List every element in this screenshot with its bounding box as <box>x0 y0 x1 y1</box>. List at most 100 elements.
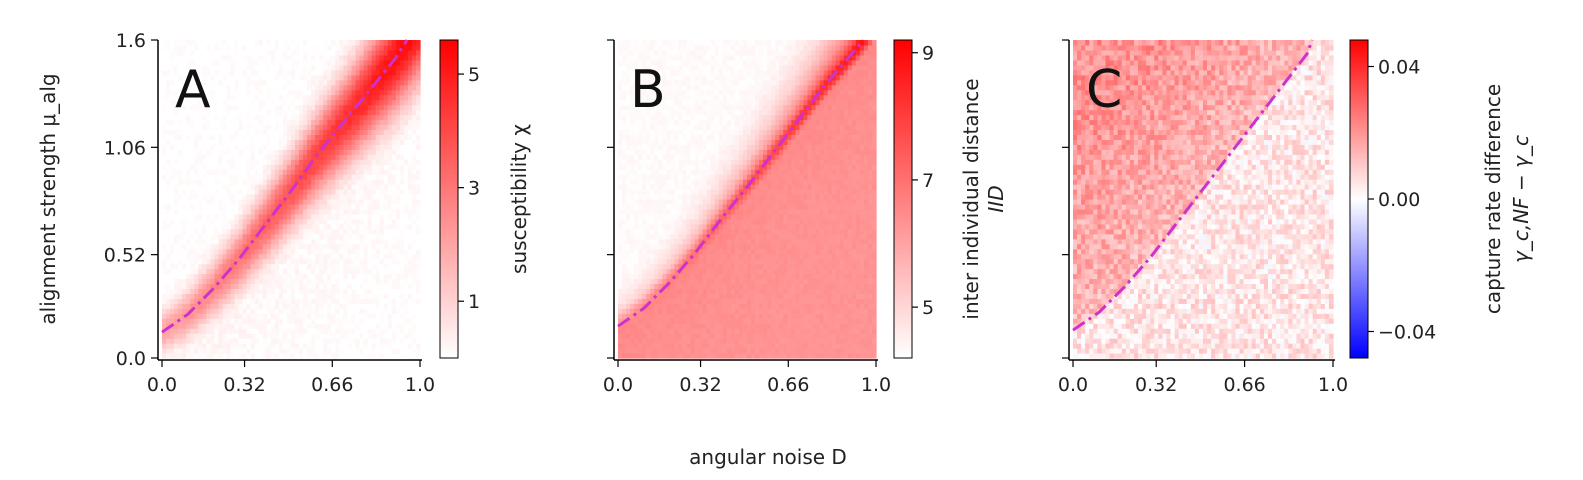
heatmap-cell <box>210 40 216 46</box>
heatmap-cell <box>642 213 647 220</box>
heatmap-cell <box>658 169 663 175</box>
heatmap-cell <box>190 69 195 76</box>
heatmap-cell <box>415 134 421 140</box>
heatmap-cell <box>214 348 220 354</box>
heatmap-cell <box>262 218 268 225</box>
heatmap-cell <box>270 64 276 71</box>
heatmap-cell <box>618 184 623 190</box>
heatmap-cell <box>170 109 175 116</box>
heatmap-cell <box>654 104 659 111</box>
heatmap-cell <box>238 164 244 170</box>
heatmap-cell <box>323 293 328 299</box>
heatmap-cell <box>630 164 635 170</box>
heatmap-cell <box>395 248 401 255</box>
heatmap-cell <box>198 228 203 235</box>
heatmap-cell <box>359 79 365 86</box>
heatmap-cell <box>327 169 332 175</box>
heatmap-cell <box>202 89 207 96</box>
heatmap-cell <box>363 268 369 275</box>
heatmap-cell <box>190 288 195 295</box>
heatmap-cell <box>359 59 365 66</box>
heatmap-cell <box>190 213 195 220</box>
heatmap-cell <box>270 144 276 150</box>
heatmap-cell <box>379 273 385 280</box>
heatmap-cell <box>218 74 224 81</box>
heatmap-cell <box>391 263 397 270</box>
heatmap-cell <box>383 169 389 175</box>
heatmap-cell <box>391 49 397 56</box>
heatmap-cell <box>162 348 167 354</box>
heatmap-cell <box>254 59 260 66</box>
heatmap-cell <box>347 84 353 91</box>
heatmap-cell <box>254 189 260 195</box>
heatmap-cell <box>347 144 353 150</box>
heatmap-cell <box>359 298 365 304</box>
heatmap-cell <box>327 223 332 230</box>
heatmap-cell <box>234 303 240 309</box>
heatmap-cell <box>286 179 292 185</box>
heatmap-cell <box>230 338 236 344</box>
heatmap-cell <box>319 253 324 260</box>
heatmap-cell <box>214 79 220 86</box>
heatmap-cell <box>226 124 232 131</box>
heatmap-cell <box>315 228 320 235</box>
heatmap-cell <box>214 164 220 170</box>
heatmap-cell <box>339 303 345 309</box>
heatmap-cell <box>278 343 284 349</box>
heatmap-cell <box>278 94 284 101</box>
heatmap-cell <box>307 59 312 66</box>
heatmap-cell <box>234 74 240 81</box>
heatmap-cell <box>214 114 220 121</box>
heatmap-cell <box>242 253 248 260</box>
heatmap-cell <box>327 74 332 81</box>
heatmap-cell <box>166 213 171 220</box>
heatmap-cell <box>335 129 340 136</box>
heatmap-cell <box>331 109 336 116</box>
heatmap-cell <box>291 109 296 116</box>
heatmap-cell <box>375 199 381 205</box>
heatmap-cell <box>186 248 191 255</box>
heatmap-cell <box>622 139 627 145</box>
heatmap-cell <box>666 44 672 51</box>
heatmap-cell <box>258 243 264 250</box>
heatmap-cell <box>343 273 349 280</box>
heatmap-cell <box>375 218 381 225</box>
heatmap-cell <box>162 189 167 195</box>
heatmap-cell <box>242 313 248 319</box>
heatmap-cell <box>286 343 292 349</box>
heatmap-cell <box>234 119 240 126</box>
heatmap-cell <box>218 40 224 46</box>
heatmap-cell <box>286 233 292 240</box>
heatmap-cell <box>407 303 413 309</box>
heatmap-cell <box>238 333 244 339</box>
heatmap-cell <box>278 184 284 190</box>
heatmap-cell <box>375 213 381 220</box>
heatmap-cell <box>242 184 248 190</box>
heatmap-cell <box>315 328 320 334</box>
heatmap-cell <box>311 49 316 56</box>
heatmap-cell <box>626 338 631 344</box>
heatmap-cell <box>335 213 340 220</box>
heatmap-cell <box>626 99 631 106</box>
heatmap-cell <box>299 253 304 260</box>
heatmap-cell <box>415 94 421 101</box>
heatmap-cell <box>194 184 199 190</box>
heatmap-cell <box>359 313 365 319</box>
heatmap-cell <box>250 159 256 165</box>
heatmap-cell <box>262 348 268 354</box>
heatmap-cell <box>170 40 175 46</box>
heatmap-cell <box>383 243 389 250</box>
heatmap-cell <box>379 79 385 86</box>
heatmap-cell <box>178 313 183 319</box>
heatmap-cell <box>347 253 353 260</box>
heatmap-cell <box>383 124 389 131</box>
heatmap-cell <box>315 308 320 314</box>
heatmap-cell <box>246 238 252 245</box>
heatmap-cell <box>618 74 623 81</box>
heatmap-cell <box>226 243 232 250</box>
heatmap-cell <box>666 179 672 185</box>
heatmap-cell <box>662 94 667 101</box>
heatmap-cell <box>162 203 167 210</box>
heatmap-cell <box>206 144 211 150</box>
heatmap-cell <box>174 89 179 96</box>
